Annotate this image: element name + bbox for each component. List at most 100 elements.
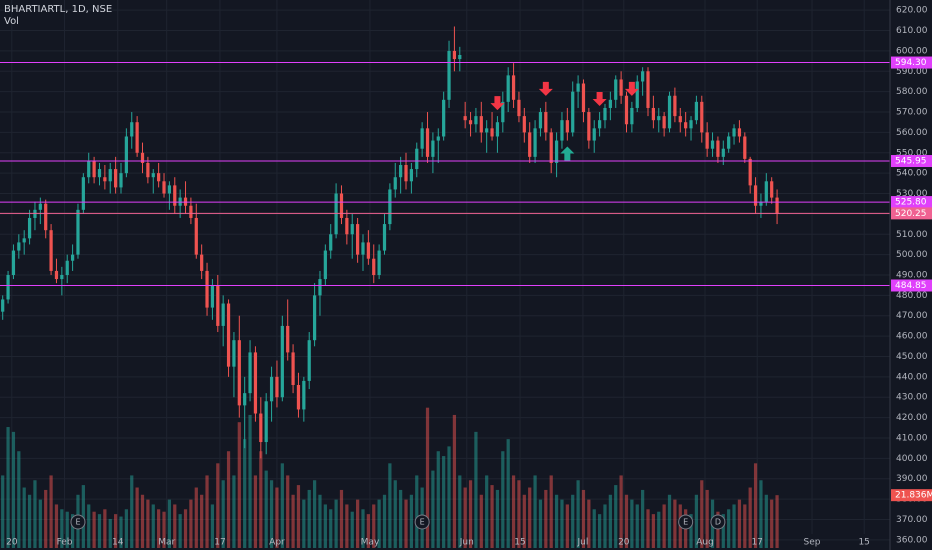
volume-bar — [151, 504, 155, 548]
y-tick-label: 420.00 — [896, 413, 928, 423]
candle-body — [226, 303, 231, 367]
candle-body — [44, 203, 48, 231]
candle-body — [33, 209, 37, 218]
candle-body — [721, 148, 725, 157]
arrow-down — [538, 81, 553, 96]
volume-bar — [700, 480, 704, 548]
y-tick-label: 410.00 — [896, 433, 928, 443]
volume-bar — [452, 414, 457, 548]
volume-bar — [248, 414, 252, 548]
volume-bar — [237, 422, 241, 548]
candle-body — [1, 299, 5, 312]
candle-body — [200, 254, 204, 271]
volume-bar — [565, 504, 569, 548]
candle-body — [286, 325, 290, 353]
volume-bar — [442, 456, 446, 548]
candle-body — [307, 340, 311, 381]
candle-body — [732, 128, 736, 137]
volume-bar — [259, 451, 263, 548]
candle-body — [253, 352, 258, 414]
arrow-down — [592, 92, 607, 107]
volume-bar — [667, 494, 672, 548]
volume-bar — [447, 446, 451, 548]
candle-body — [533, 128, 537, 157]
candle-body — [103, 177, 107, 182]
y-tick-label: 610.00 — [896, 26, 928, 36]
event-marker — [414, 514, 430, 530]
candle-body — [737, 128, 742, 137]
volume-bar — [264, 470, 268, 548]
volume-bar — [334, 499, 338, 548]
volume-bar — [6, 427, 10, 548]
volume-bar — [743, 504, 747, 548]
volume-bar — [458, 475, 462, 548]
candle-body — [339, 193, 344, 218]
volume-bar — [388, 463, 392, 548]
candle-body — [275, 376, 279, 398]
candle-body — [345, 217, 349, 235]
candle-body — [630, 107, 634, 125]
x-tick-label: 20 — [6, 538, 18, 548]
candle-body — [243, 393, 247, 406]
volume-bar — [727, 509, 731, 548]
candle-body — [38, 203, 42, 210]
volume-bar — [404, 499, 408, 548]
volume-bar — [716, 511, 720, 548]
candle-body — [485, 128, 489, 133]
y-tick-label: 590.00 — [896, 67, 928, 77]
volume-bar — [382, 494, 387, 548]
level-label: 525.80 — [895, 198, 927, 208]
candle-body — [667, 95, 672, 129]
candle-body — [716, 140, 720, 157]
y-tick-label: 540.00 — [896, 169, 928, 179]
candle-body — [603, 107, 607, 121]
candle-body — [635, 81, 639, 108]
level-label-box — [891, 56, 932, 69]
event-label: E — [420, 518, 425, 527]
candle-body — [447, 50, 451, 100]
volume-bar — [490, 485, 494, 548]
volume-bar — [140, 494, 145, 548]
candle-body — [657, 116, 661, 121]
candle-body — [97, 169, 102, 178]
volume-bar — [178, 514, 182, 548]
candle-body — [619, 79, 623, 96]
volume-bar — [538, 499, 543, 548]
volume-bar — [291, 494, 295, 548]
volume-bar — [770, 499, 774, 548]
volume-bar — [764, 494, 768, 548]
volume-pane — [1, 407, 779, 548]
candle-body — [420, 128, 424, 149]
candle-body — [382, 224, 387, 251]
candle-body — [759, 201, 763, 206]
event-label: E — [75, 518, 80, 527]
volume-bar — [312, 480, 317, 548]
volume-bar — [587, 499, 591, 548]
volume-bar — [307, 489, 311, 548]
candle-body — [608, 99, 612, 108]
candle-body — [17, 242, 21, 251]
candle-body — [452, 50, 457, 60]
x-tick-label: Mar — [158, 538, 175, 548]
volume-bar — [571, 494, 575, 548]
candle-body — [248, 352, 252, 394]
candle-body — [87, 160, 91, 178]
volume-bar — [694, 494, 699, 548]
arrow-up — [560, 146, 575, 161]
volume-bar — [501, 451, 505, 548]
volume-bar — [436, 451, 440, 548]
candle-body — [65, 260, 69, 275]
candle-body — [673, 95, 677, 117]
volume-bar — [759, 480, 763, 548]
candle-body — [157, 173, 161, 182]
candle-body — [431, 140, 435, 157]
volume-bar — [38, 499, 42, 548]
volume-bar — [124, 509, 128, 548]
volume-bar — [356, 499, 360, 548]
x-tick-label: 15 — [858, 538, 869, 548]
candle-body — [442, 99, 446, 137]
candle-body — [388, 189, 392, 225]
x-tick-label: Feb — [57, 538, 73, 548]
volume-bar — [415, 475, 419, 548]
